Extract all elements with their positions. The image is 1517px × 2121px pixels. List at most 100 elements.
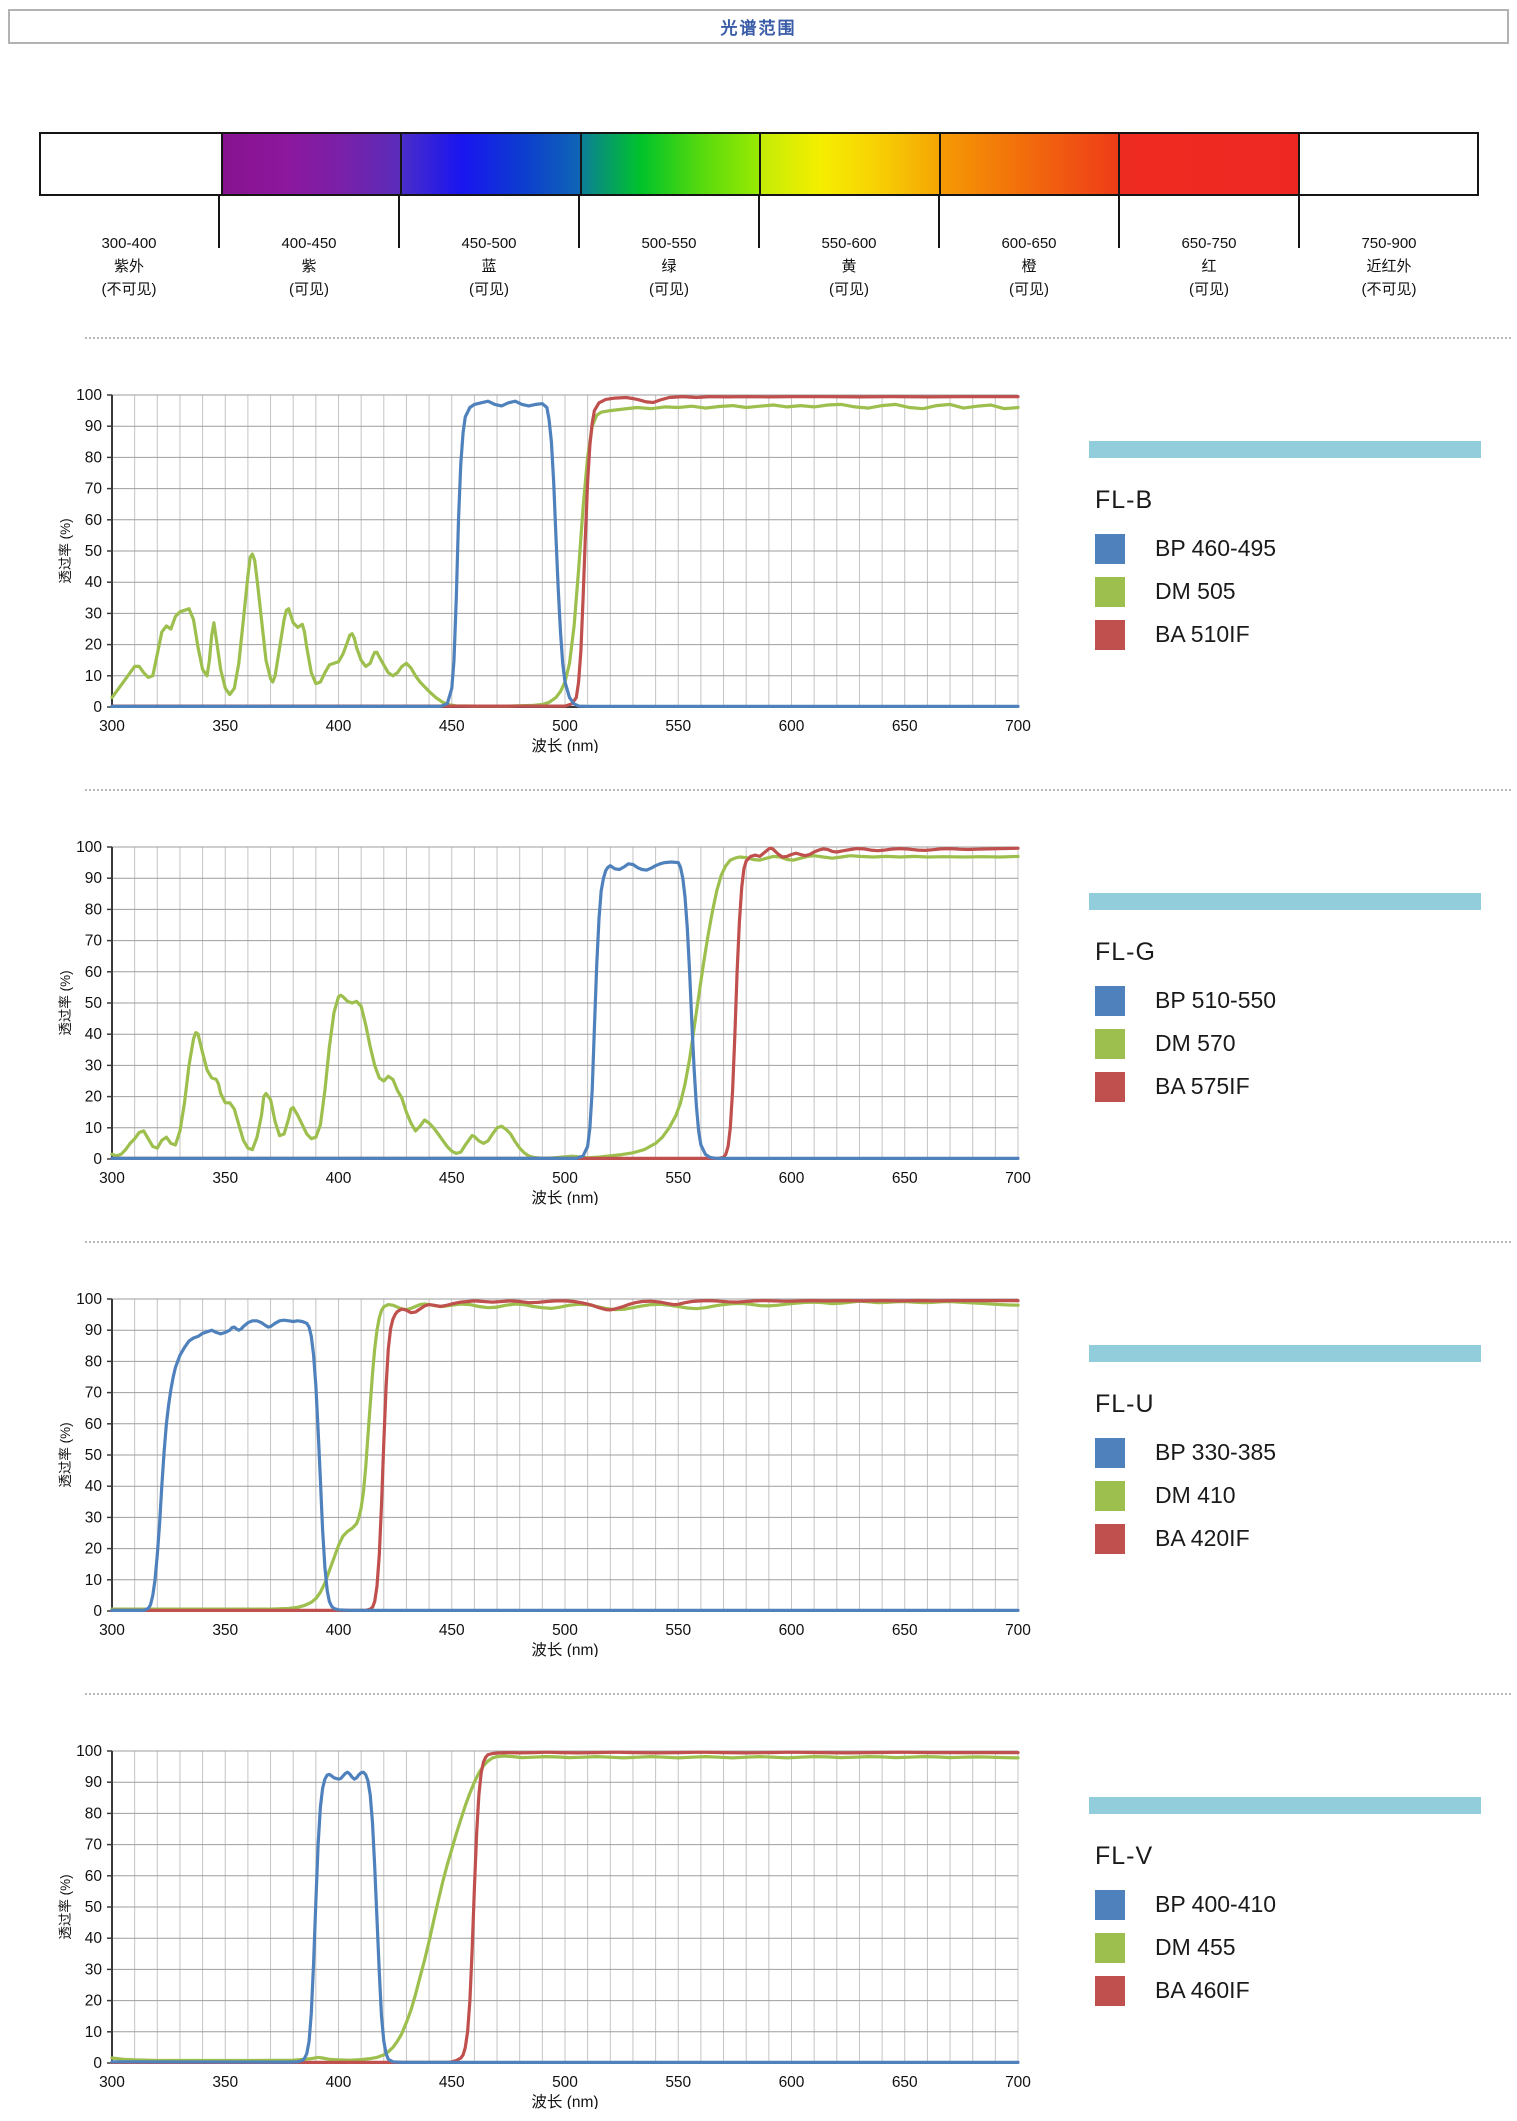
spectrum-name-text: 蓝 (481, 258, 497, 275)
chart-legend-fl-g: FL-G BP 510-550 DM 570 BA 575IF (1089, 833, 1489, 1205)
spectrum-visibility-text: (不可见) (1361, 281, 1417, 298)
svg-text:500: 500 (552, 2074, 578, 2091)
filter-set-title: FL-G (1095, 938, 1156, 966)
spectrum-label: 500-550 绿 (可见) (578, 196, 759, 301)
svg-text:0: 0 (93, 1603, 102, 1620)
spectrum-name-text: 近红外 (1366, 258, 1412, 275)
legend-swatch-green (1095, 1028, 1125, 1059)
svg-text:0: 0 (93, 699, 102, 716)
legend-swatch-green (1095, 576, 1125, 607)
spectrum-visibility-text: (可见) (289, 281, 329, 298)
spectrum-range-text: 450-500 (461, 235, 517, 252)
legend-item: BP 460-495 (1095, 533, 1489, 564)
legend-swatch-blue (1095, 1889, 1125, 1920)
svg-text:600: 600 (779, 1622, 805, 1639)
svg-text:80: 80 (85, 449, 103, 466)
svg-text:70: 70 (85, 933, 103, 950)
spectrum-segment-red (1118, 134, 1298, 194)
spectrum-range-text: 550-600 (821, 235, 877, 252)
spectrum-label: 600-650 橙 (可见) (938, 196, 1119, 301)
svg-text:60: 60 (85, 1416, 103, 1433)
chart-section-fl-v: 0 10 20 30 40 50 60 70 80 90 100 300 350 400 450 500 550… (56, 1737, 1517, 2109)
legend-swatch-blue (1095, 1437, 1125, 1468)
legend-accent-bar (1089, 1797, 1481, 1814)
svg-text:700: 700 (1005, 1170, 1031, 1187)
svg-text:20: 20 (85, 1089, 103, 1106)
chart-section-fl-u: 0 10 20 30 40 50 60 70 80 90 100 300 350 400 450 500 550… (56, 1285, 1517, 1657)
legend-label: BP 400-410 (1155, 1891, 1277, 1917)
svg-text:700: 700 (1005, 1622, 1031, 1639)
legend-label: BP 460-495 (1155, 535, 1277, 561)
spectrum-range-text: 750-900 (1361, 235, 1417, 252)
svg-text:350: 350 (212, 718, 238, 735)
svg-text:700: 700 (1005, 2074, 1031, 2091)
svg-text:600: 600 (779, 1170, 805, 1187)
svg-text:60: 60 (85, 964, 103, 981)
svg-text:60: 60 (85, 1868, 103, 1885)
svg-text:400: 400 (326, 1622, 352, 1639)
svg-text:40: 40 (85, 1026, 103, 1043)
svg-text:700: 700 (1005, 718, 1031, 735)
spectrum-name-text: 绿 (661, 258, 677, 275)
svg-text:透过率 (%): 透过率 (%) (57, 1874, 73, 1939)
svg-text:400: 400 (326, 1170, 352, 1187)
dotted-separator (85, 1241, 1511, 1243)
transmittance-chart-fl-b: 0 10 20 30 40 50 60 70 80 90 100 300 350 400 450 500 550… (57, 387, 1031, 753)
svg-text:500: 500 (552, 718, 578, 735)
svg-text:30: 30 (85, 1961, 103, 1978)
spectrum-label: 750-900 近红外 (不可见) (1298, 196, 1479, 301)
spectrum-label: 450-500 蓝 (可见) (398, 196, 579, 301)
svg-text:10: 10 (85, 2024, 103, 2041)
spectrum-segment-green (579, 134, 759, 194)
svg-text:500: 500 (552, 1622, 578, 1639)
spectrum-segment-yellow (759, 134, 939, 194)
spectrum-segment-blue (400, 134, 580, 194)
legend-item: BP 330-385 (1095, 1437, 1489, 1468)
svg-text:100: 100 (76, 839, 102, 856)
svg-text:40: 40 (85, 574, 103, 591)
svg-text:100: 100 (76, 1291, 102, 1308)
filter-set-title: FL-B (1095, 486, 1154, 514)
spectrum-name-text: 橙 (1021, 258, 1037, 275)
legend-items: BP 510-550 DM 570 BA 575IF (1089, 985, 1489, 1102)
legend-swatch-blue (1095, 985, 1125, 1016)
legend-label: DM 570 (1155, 1030, 1236, 1056)
spectrum-name-text: 紫 (301, 258, 317, 275)
svg-text:550: 550 (665, 1622, 691, 1639)
legend-swatch-green (1095, 1480, 1125, 1511)
svg-text:透过率 (%): 透过率 (%) (57, 1422, 73, 1487)
chart-section-fl-b: 0 10 20 30 40 50 60 70 80 90 100 300 350 400 450 500 550… (56, 381, 1517, 753)
svg-text:30: 30 (85, 605, 103, 622)
legend-item: DM 410 (1095, 1480, 1489, 1511)
svg-text:0: 0 (93, 2055, 102, 2072)
svg-text:50: 50 (85, 995, 103, 1012)
svg-text:450: 450 (439, 2074, 465, 2091)
svg-text:70: 70 (85, 1837, 103, 1854)
legend-item: BA 510IF (1095, 619, 1489, 650)
svg-text:350: 350 (212, 1170, 238, 1187)
legend-items: BP 400-410 DM 455 BA 460IF (1089, 1889, 1489, 2006)
legend-item: BA 460IF (1095, 1975, 1489, 2006)
dotted-separator (85, 789, 1511, 791)
svg-text:波长 (nm): 波长 (nm) (531, 2093, 598, 2109)
legend-swatch-red (1095, 1071, 1125, 1102)
spectrum-range-text: 500-550 (641, 235, 697, 252)
legend-item: BA 420IF (1095, 1523, 1489, 1554)
svg-text:30: 30 (85, 1057, 103, 1074)
legend-item: DM 505 (1095, 576, 1489, 607)
svg-text:650: 650 (892, 1170, 918, 1187)
legend-item: BA 575IF (1095, 1071, 1489, 1102)
page-title: 光谱范围 (720, 19, 797, 38)
svg-text:300: 300 (99, 718, 125, 735)
svg-text:550: 550 (665, 2074, 691, 2091)
legend-item: BP 510-550 (1095, 985, 1489, 1016)
svg-text:70: 70 (85, 481, 103, 498)
legend-accent-bar (1089, 1345, 1481, 1362)
legend-swatch-blue (1095, 533, 1125, 564)
spectrum-segment-orange (938, 134, 1118, 194)
spectrum-labels: 300-400 紫外 (不可见) 400-450 紫 (可见) 450-500 … (39, 196, 1479, 301)
page-title-box: 光谱范围 (8, 9, 1509, 44)
legend-swatch-red (1095, 1975, 1125, 2006)
spectrum-label: 400-450 紫 (可见) (218, 196, 399, 301)
spectrum-range-text: 300-400 (101, 235, 157, 252)
